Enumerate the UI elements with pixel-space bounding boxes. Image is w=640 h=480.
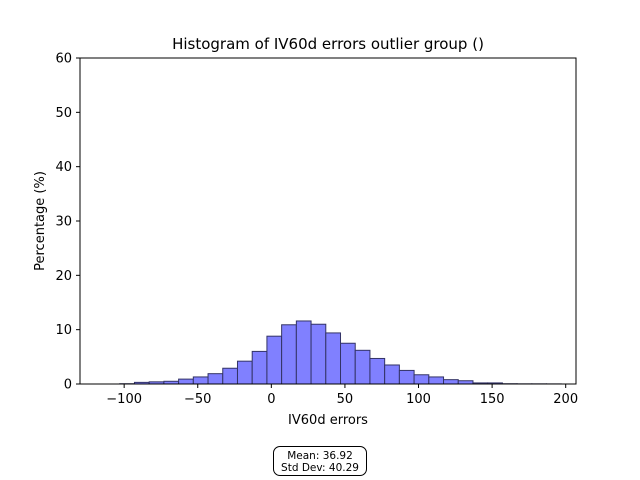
x-axis-label: IV60d errors [288,413,368,428]
histogram-bar-11 [281,324,297,385]
histogram-bar-9 [251,350,268,385]
y-axis-label: Percentage (%) [33,171,48,271]
x-tick-label: 150 [480,392,505,407]
histogram-bar-13 [310,323,327,385]
y-axis-ticks: 0 10 20 30 40 50 60 [55,52,80,393]
histogram-bar-7 [222,367,238,385]
y-tick-label: 20 [55,269,72,284]
x-tick-label: 50 [337,392,354,407]
histogram-bars [119,320,562,385]
mean-text: Mean: 36.92 [287,450,353,462]
histogram-bar-21 [428,376,445,385]
histogram-bar-22 [443,379,459,385]
y-tick-label: 0 [64,378,72,393]
histogram-bar-19 [398,369,415,385]
histogram-bar-6 [207,373,224,385]
y-tick-label: 50 [55,106,72,121]
stats-box: Mean: 36.92 Std Dev: 40.29 [273,446,367,476]
histogram-bar-20 [413,374,430,385]
x-tick-label: 0 [267,392,275,407]
histogram-bar-18 [384,364,400,385]
histogram-bar-8 [236,360,253,385]
x-tick-label: 200 [553,392,578,407]
x-tick-label: −50 [184,392,211,407]
y-tick-label: 30 [55,215,72,230]
histogram-bar-4 [178,378,194,385]
histogram-bar-10 [266,335,283,385]
x-axis-ticks: −100 −50 0 50 100 150 200 [106,384,578,407]
y-tick-label: 60 [55,52,72,67]
histogram-bar-17 [369,357,386,385]
histogram-bar-14 [325,332,342,385]
y-tick-label: 40 [55,160,72,175]
x-tick-label: −100 [106,392,142,407]
y-tick-label: 10 [55,323,72,338]
histogram-bar-16 [354,349,371,385]
histogram-bar-5 [192,376,209,385]
histogram-bar-12 [295,320,312,385]
histogram-bar-15 [340,342,356,385]
std-dev-text: Std Dev: 40.29 [281,462,359,474]
x-tick-label: 100 [406,392,431,407]
chart-title: Histogram of IV60d errors outlier group … [172,35,484,53]
